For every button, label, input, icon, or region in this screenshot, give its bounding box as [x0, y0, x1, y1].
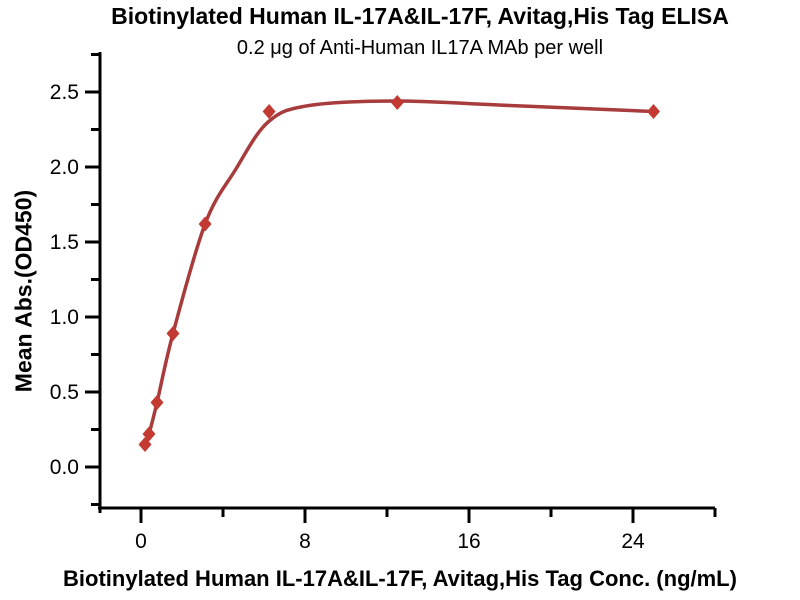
- x-tick-label: 0: [135, 530, 147, 553]
- data-point-marker: [166, 326, 180, 341]
- y-tick-label: 1.5: [50, 231, 79, 254]
- data-point-marker: [390, 95, 404, 110]
- y-tick-label: 0.0: [50, 456, 79, 479]
- y-tick-label: 1.0: [50, 306, 79, 329]
- y-tick-label: 2.5: [50, 81, 79, 104]
- data-point-marker: [262, 104, 276, 119]
- data-point-marker: [198, 216, 212, 232]
- fit-curve: [143, 99, 656, 448]
- x-tick-label: 16: [457, 530, 480, 553]
- data-point-marker: [647, 104, 660, 119]
- chart-subtitle: 0.2 μg of Anti-Human IL17A MAb per well: [236, 37, 604, 59]
- x-tick-label: 8: [299, 530, 311, 553]
- data-point-marker: [150, 395, 164, 410]
- y-tick-label: 2.0: [50, 156, 79, 179]
- x-axis-title: Biotinylated Human IL-17A&IL-17F, Avitag…: [63, 566, 737, 591]
- data-point-marker: [142, 426, 156, 442]
- x-tick-label: 24: [621, 530, 645, 553]
- chart-title: Biotinylated Human IL-17A&IL-17F, Avitag…: [111, 3, 729, 29]
- y-tick-label: 0.5: [50, 381, 79, 404]
- data-point-marker: [138, 437, 152, 452]
